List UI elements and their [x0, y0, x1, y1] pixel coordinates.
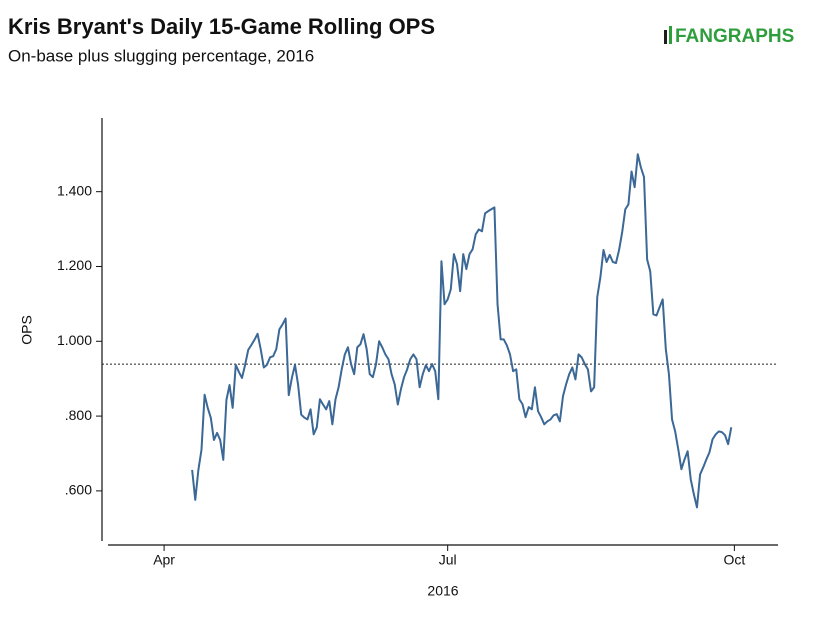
y-tick-label: .600 — [65, 482, 92, 498]
logo-icon — [664, 30, 667, 44]
y-tick-label: 1.400 — [57, 182, 92, 198]
x-tick-label: Jul — [439, 552, 457, 568]
x-axis-label: 2016 — [427, 583, 458, 599]
y-tick-label: .800 — [65, 407, 92, 423]
y-tick-label: 1.000 — [57, 332, 92, 348]
y-axis-label: OPS — [19, 315, 35, 345]
logo-text: FANGRAPHS — [675, 26, 794, 47]
chart-title: Kris Bryant's Daily 15-Game Rolling OPS — [8, 14, 435, 39]
logo-icon — [669, 26, 672, 44]
logo: FANGRAPHS — [664, 26, 794, 47]
chart-subtitle: On-base plus slugging percentage, 2016 — [8, 46, 314, 65]
y-tick-label: 1.200 — [57, 257, 92, 273]
x-tick-label: Oct — [723, 552, 745, 568]
x-tick-label: Apr — [153, 552, 175, 568]
data-line — [191, 153, 733, 509]
